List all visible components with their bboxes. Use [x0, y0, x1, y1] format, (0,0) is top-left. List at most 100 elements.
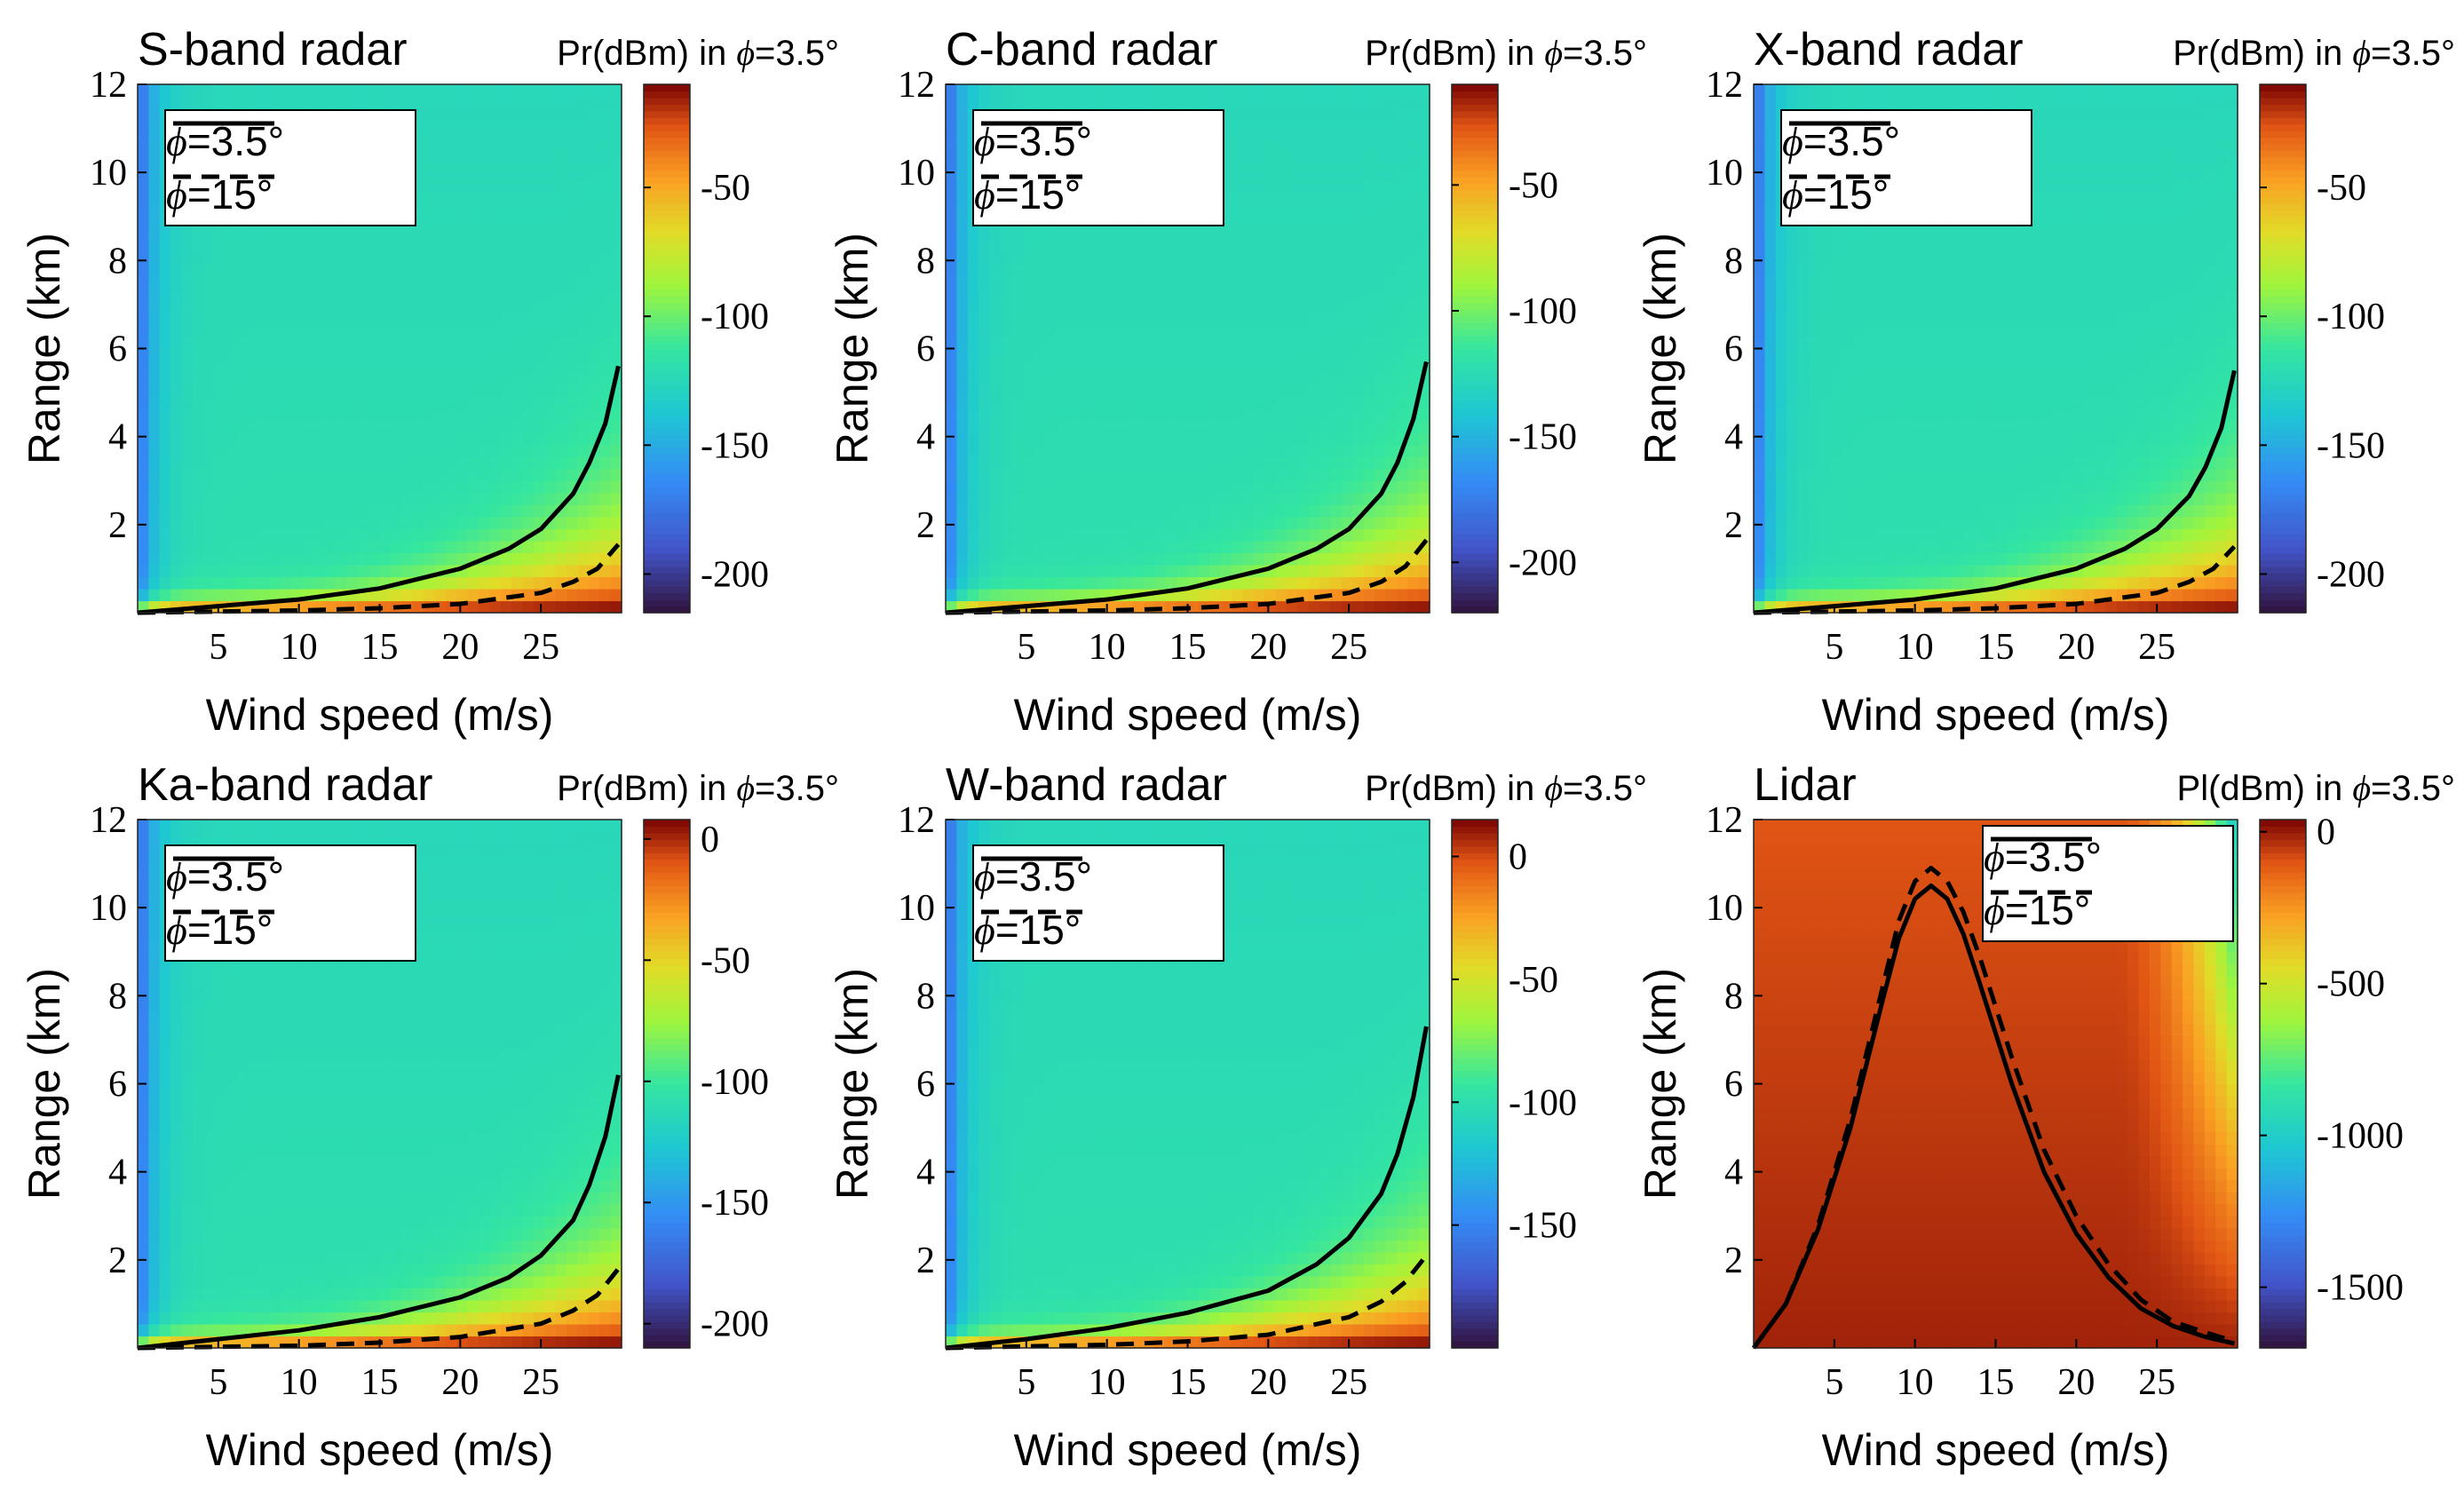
heatmap-cell: [555, 564, 567, 578]
heatmap-cell: [978, 288, 991, 302]
heatmap-cell: [1132, 504, 1145, 518]
heatmap-cell: [291, 576, 304, 590]
heatmap-cell: [390, 84, 402, 98]
heatmap-cell: [1929, 516, 1942, 529]
heatmap-cell: [946, 492, 957, 505]
heatmap-cell: [1143, 312, 1155, 326]
heatmap-cell: [1275, 108, 1287, 122]
heatmap-cell: [1264, 480, 1277, 494]
heatmap-cell: [1034, 456, 1046, 470]
heatmap-cell: [1352, 108, 1365, 122]
heatmap-cell: [1842, 84, 1854, 98]
heatmap-cell: [577, 408, 590, 422]
heatmap-cell: [1198, 516, 1210, 529]
heatmap-cell: [148, 504, 161, 518]
heatmap-cell: [181, 456, 194, 470]
heatmap-cell: [1308, 348, 1320, 361]
heatmap-cell: [500, 444, 512, 457]
heatmap-cell: [335, 312, 347, 326]
heatmap-cell: [412, 468, 424, 481]
heatmap-cell: [1077, 300, 1089, 313]
heatmap-cell: [1385, 192, 1398, 205]
heatmap-cell: [1066, 300, 1079, 313]
heatmap-cell: [522, 396, 535, 409]
heatmap-cell: [1754, 516, 1765, 529]
heatmap-cell: [1385, 300, 1398, 313]
heatmap-cell: [192, 444, 204, 457]
heatmap-cell: [291, 396, 304, 409]
heatmap-cell: [1808, 540, 1820, 553]
heatmap-cell: [1885, 564, 1898, 578]
heatmap-cell: [1940, 564, 1953, 578]
heatmap-cell: [281, 361, 293, 374]
heatmap-cell: [1044, 348, 1057, 361]
heatmap-cell: [1819, 276, 1832, 289]
heatmap-cell: [1352, 420, 1365, 433]
heatmap-cell: [1918, 336, 1930, 350]
heatmap-cell: [170, 240, 183, 253]
heatmap-cell: [1407, 240, 1420, 253]
heatmap-cell: [1907, 96, 1920, 109]
heatmap-cell: [1275, 348, 1287, 361]
heatmap-cell: [335, 264, 347, 277]
heatmap-cell: [511, 132, 524, 146]
heatmap-cell: [1863, 84, 1875, 98]
colorbar-segment: [644, 216, 690, 224]
heatmap-cell: [236, 408, 249, 422]
heatmap-cell: [1121, 552, 1134, 566]
heatmap-cell: [181, 576, 194, 590]
heatmap-cell: [445, 120, 457, 133]
heatmap-cell: [258, 504, 271, 518]
heatmap-cell: [489, 432, 502, 446]
heatmap-cell: [1897, 288, 1909, 302]
heatmap-cell: [281, 468, 293, 481]
heatmap-cell: [214, 432, 226, 446]
heatmap-cell: [445, 420, 457, 433]
heatmap-cell: [181, 361, 194, 374]
heatmap-cell: [258, 552, 271, 566]
heatmap-cell: [1874, 540, 1887, 553]
heatmap-cell: [214, 552, 226, 566]
heatmap-cell: [1275, 288, 1287, 302]
heatmap-cell: [588, 288, 600, 302]
heatmap-cell: [1264, 348, 1277, 361]
heatmap-cell: [588, 192, 600, 205]
heatmap-cell: [978, 480, 991, 494]
heatmap-cell: [1154, 516, 1167, 529]
heatmap-cell: [588, 132, 600, 146]
heatmap-cell: [1022, 96, 1034, 109]
heatmap-cell: [192, 240, 204, 253]
heatmap-cell: [335, 96, 347, 109]
heatmap-cell: [1242, 468, 1255, 481]
heatmap-cell: [401, 420, 414, 433]
heatmap-cell: [159, 468, 171, 481]
heatmap-cell: [445, 408, 457, 422]
heatmap-cell: [956, 192, 969, 205]
heatmap-cell: [1951, 361, 1963, 374]
heatmap-cell: [148, 324, 161, 337]
heatmap-cell: [1863, 312, 1875, 326]
heatmap-cell: [544, 204, 557, 218]
heatmap-cell: [1418, 516, 1430, 529]
heatmap-cell: [1330, 408, 1343, 422]
heatmap-cell: [1418, 240, 1430, 253]
heatmap-cell: [1863, 480, 1875, 494]
heatmap-cell: [956, 276, 969, 289]
heatmap-cell: [1143, 228, 1155, 242]
heatmap-cell: [1253, 228, 1265, 242]
heatmap-cell: [1121, 504, 1134, 518]
heatmap-cell: [1940, 240, 1953, 253]
heatmap-cell: [346, 480, 359, 494]
heatmap-cell: [159, 396, 171, 409]
heatmap-cell: [1330, 504, 1343, 518]
heatmap-cell: [599, 576, 612, 590]
colorbar-segment: [1452, 361, 1498, 369]
heatmap-cell: [258, 432, 271, 446]
heatmap-cell: [511, 192, 524, 205]
heatmap-cell: [555, 132, 567, 146]
legend-solid-line: [173, 121, 274, 126]
heatmap-cell: [1375, 156, 1387, 170]
heatmap-cell: [1177, 420, 1189, 433]
heatmap-cell: [1308, 432, 1320, 446]
heatmap-cell: [577, 180, 590, 194]
